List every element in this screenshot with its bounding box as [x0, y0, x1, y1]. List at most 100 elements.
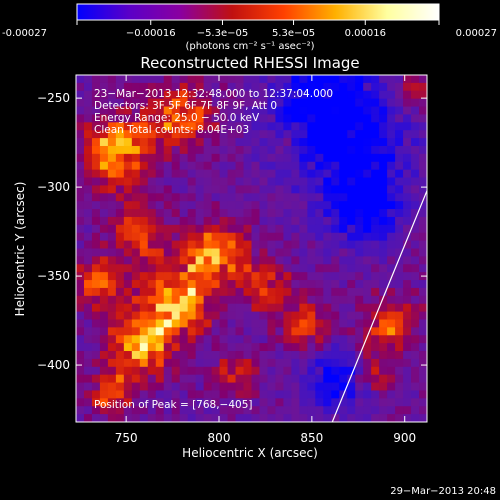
heatmap-cell [331, 335, 340, 344]
heatmap-cell [235, 248, 245, 257]
heatmap-cell [243, 153, 253, 163]
heatmap-cell [76, 264, 85, 273]
heatmap-cell [179, 161, 189, 171]
heatmap-cell [363, 106, 372, 116]
heatmap-cell [235, 327, 245, 336]
heatmap-cell [155, 240, 165, 250]
heatmap-cell [107, 98, 117, 108]
heatmap-cell [411, 374, 420, 384]
heatmap-cell [107, 177, 117, 187]
heatmap-cell [379, 240, 388, 250]
heatmap-cell [379, 311, 388, 321]
heatmap-cell [371, 75, 380, 84]
heatmap-cell [403, 106, 412, 116]
heatmap-cell [291, 130, 300, 139]
heatmap-cell [131, 240, 141, 250]
heatmap-cell [235, 398, 245, 407]
heatmap-cell [195, 280, 205, 289]
heatmap-cell [259, 256, 269, 265]
heatmap-cell [371, 185, 380, 194]
heatmap-cell [283, 240, 292, 250]
heatmap-cell [139, 98, 149, 108]
heatmap-cell [275, 161, 285, 171]
heatmap-cell [91, 169, 101, 179]
heatmap-cell [283, 295, 292, 305]
heatmap-cell [355, 82, 364, 92]
heatmap-cell [387, 98, 396, 108]
heatmap-cell [187, 264, 197, 273]
heatmap-cell [123, 319, 133, 328]
heatmap-cell [347, 145, 356, 155]
heatmap-cell [363, 169, 372, 179]
heatmap-cell [83, 256, 93, 265]
heatmap-cell [395, 216, 404, 226]
heatmap-cell [347, 398, 356, 407]
heatmap-cell [227, 106, 237, 116]
heatmap-cell [419, 106, 427, 116]
heatmap-cell [395, 366, 404, 376]
heatmap-cell [227, 240, 237, 250]
heatmap-cell [219, 122, 229, 131]
heatmap-cell [419, 82, 427, 92]
heatmap-cell [203, 414, 213, 422]
heatmap-cell [115, 358, 125, 368]
heatmap-cell [91, 351, 101, 360]
heatmap-cell [403, 303, 412, 313]
heatmap-cell [179, 382, 189, 392]
heatmap-cell [419, 335, 427, 344]
heatmap-cell [243, 193, 253, 202]
heatmap-cell [123, 106, 133, 116]
heatmap-cell [107, 209, 117, 218]
heatmap-cell [131, 75, 141, 84]
heatmap-cell [251, 406, 261, 415]
heatmap-cell [363, 122, 372, 131]
heatmap-cell [131, 161, 141, 171]
heatmap-cell [235, 351, 245, 360]
heatmap-cell [76, 351, 85, 360]
heatmap-cell [203, 287, 213, 297]
heatmap-cell [83, 280, 93, 289]
heatmap-cell [363, 98, 372, 108]
heatmap-cell [323, 287, 332, 297]
heatmap-cell [371, 240, 380, 250]
heatmap-cell [283, 374, 292, 384]
heatmap-cell [76, 414, 85, 422]
heatmap-cell [419, 256, 427, 265]
heatmap-cell [371, 145, 380, 155]
heatmap-cell [275, 311, 285, 321]
heatmap-cell [187, 90, 197, 100]
heatmap-cell [243, 209, 253, 218]
heatmap-cell [379, 122, 388, 131]
heatmap-cell [403, 114, 412, 123]
heatmap-cell [203, 82, 213, 92]
heatmap-cell [131, 185, 141, 194]
heatmap-cell [195, 98, 205, 108]
heatmap-cell [243, 398, 253, 407]
heatmap-cell [107, 280, 117, 289]
heatmap-cell [203, 138, 213, 147]
heatmap-cell [171, 280, 181, 289]
heatmap-cell [419, 232, 427, 242]
heatmap-cell [147, 398, 157, 407]
heatmap-cell [267, 414, 277, 422]
heatmap-cell [259, 335, 269, 344]
heatmap-cell [331, 240, 340, 250]
heatmap-cell [275, 303, 285, 313]
heatmap-cell [243, 138, 253, 147]
heatmap-cell [211, 216, 221, 226]
heatmap-cell [259, 358, 269, 368]
heatmap-cell [76, 145, 85, 155]
heatmap-cell [251, 256, 261, 265]
heatmap-cell [363, 177, 372, 187]
heatmap-cell [323, 169, 332, 179]
heatmap-cell [195, 201, 205, 210]
heatmap-cell [291, 287, 300, 297]
heatmap-cell [76, 122, 85, 131]
heatmap-cell [347, 138, 356, 147]
heatmap-cell [76, 303, 85, 313]
heatmap-cell [355, 98, 364, 108]
heatmap-cell [355, 319, 364, 328]
heatmap-cell [155, 256, 165, 265]
heatmap-cell [299, 169, 308, 179]
heatmap-cell [331, 153, 340, 163]
